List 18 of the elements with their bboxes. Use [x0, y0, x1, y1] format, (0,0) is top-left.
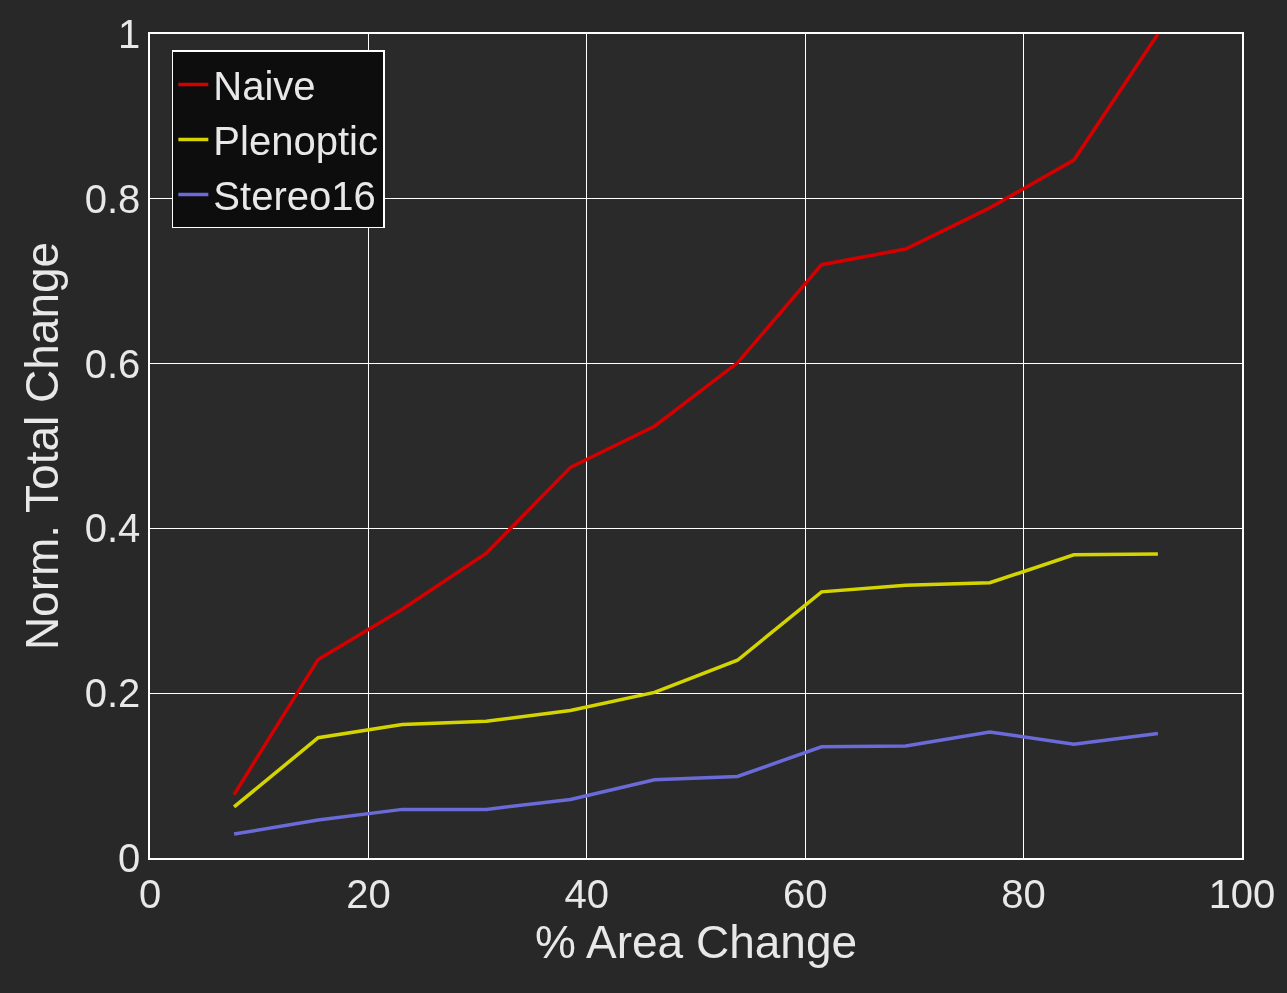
legend-label: Plenoptic — [213, 119, 378, 164]
line-series — [232, 730, 1160, 836]
y-axis-title: Norm. Total Change — [15, 241, 68, 651]
y-tick-label: 0.4 — [84, 506, 141, 551]
x-tick-label: 80 — [1001, 871, 1046, 916]
y-tick-label: 0 — [118, 836, 141, 880]
y-tick-label: 0.2 — [84, 671, 141, 716]
x-tick-label: 20 — [346, 871, 391, 916]
legend-label: Naive — [213, 64, 316, 109]
x-tick-label: 100 — [1208, 871, 1276, 916]
x-tick-label: 60 — [782, 871, 828, 916]
x-tick-label: 40 — [564, 871, 610, 916]
line-series — [232, 552, 1160, 809]
y-tick-label: 0.6 — [84, 341, 141, 386]
x-axis-title: % Area Change — [534, 915, 858, 968]
legend-label: Stereo16 — [213, 174, 376, 219]
y-tick-label: 1 — [118, 12, 141, 56]
y-tick-label: 0.8 — [84, 176, 141, 221]
